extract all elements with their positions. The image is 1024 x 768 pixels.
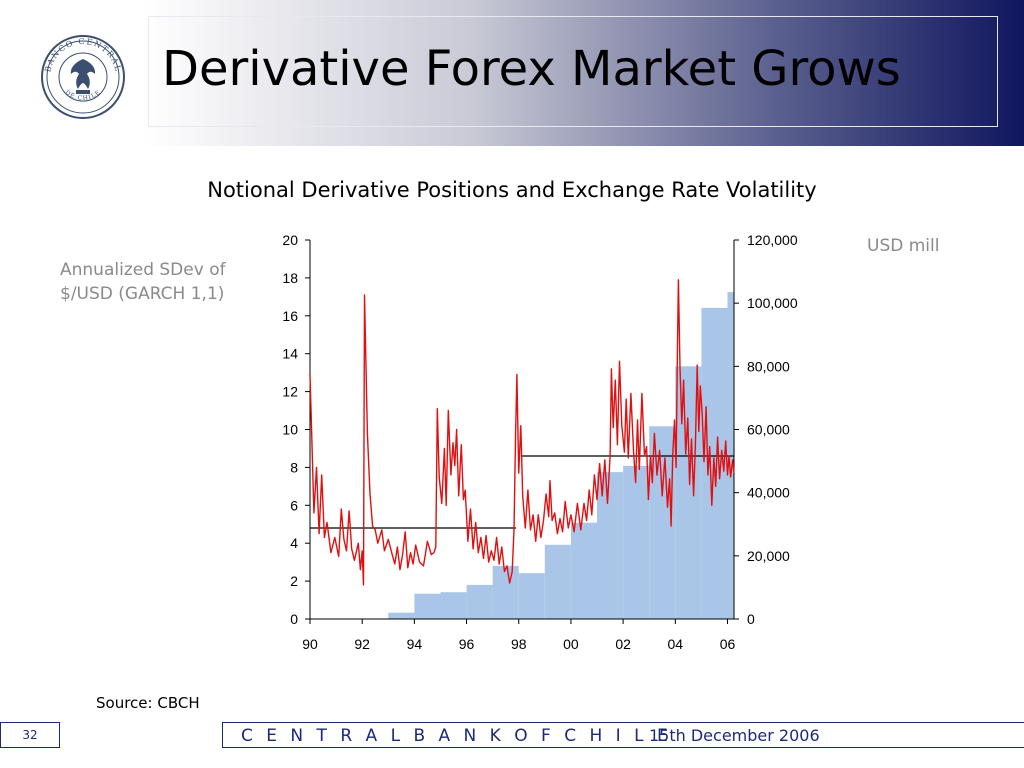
position-bar: [544, 544, 571, 619]
x-tick-label: 98: [511, 636, 527, 652]
chart-axes: 02468101214161820020,00040,00060,00080,0…: [282, 232, 797, 652]
source-note: Source: CBCH: [96, 694, 200, 712]
left-tick-label: 20: [282, 232, 298, 248]
right-tick-label: 40,000: [747, 485, 790, 501]
x-tick-label: 06: [720, 636, 736, 652]
footer-date: 15th December 2006: [649, 726, 820, 745]
position-bar: [414, 593, 441, 619]
position-bar: [597, 472, 624, 619]
right-tick-label: 20,000: [747, 548, 790, 564]
right-tick-label: 80,000: [747, 358, 790, 374]
right-axis-caption: USD mill: [867, 236, 940, 256]
position-bar: [623, 465, 650, 619]
right-tick-label: 60,000: [747, 422, 790, 438]
slide-title: Derivative Forex Market Grows: [162, 41, 901, 97]
left-tick-label: 0: [290, 611, 298, 627]
left-tick-label: 16: [282, 308, 298, 324]
x-tick-label: 00: [563, 636, 579, 652]
title-frame: [148, 16, 998, 127]
left-tick-label: 2: [290, 573, 298, 589]
dual-axis-chart: 02468101214161820020,00040,00060,00080,0…: [282, 232, 797, 652]
left-tick-label: 4: [290, 535, 298, 551]
position-bar: [518, 573, 545, 619]
position-bar: [570, 522, 597, 619]
left-tick-label: 8: [290, 459, 298, 475]
position-bar: [440, 592, 467, 619]
volatility-series: [309, 279, 735, 586]
position-bar: [466, 584, 493, 619]
position-bar: [675, 366, 702, 619]
right-tick-label: 100,000: [747, 295, 798, 311]
chart-title: Notional Derivative Positions and Exchan…: [207, 178, 817, 202]
left-tick-label: 12: [282, 384, 298, 400]
x-tick-label: 04: [668, 636, 684, 652]
right-tick-label: 0: [747, 611, 755, 627]
x-tick-label: 94: [407, 636, 423, 652]
x-tick-label: 02: [615, 636, 631, 652]
left-tick-label: 18: [282, 270, 298, 286]
x-tick-label: 90: [302, 636, 318, 652]
footer-bar: C E N T R A L B A N K O F C H I L E 15th…: [222, 722, 1024, 748]
volatility-line: [309, 279, 735, 586]
position-bar: [388, 612, 415, 619]
position-bar: [492, 565, 519, 619]
central-bank-seal-icon: BANCO CENTRAL DE CHILE: [41, 35, 125, 119]
footer-organization: C E N T R A L B A N K O F C H I L E: [241, 726, 672, 746]
left-tick-label: 10: [282, 422, 298, 438]
x-tick-label: 96: [459, 636, 475, 652]
left-axis-caption: Annualized SDev of $/USD (GARCH 1,1): [60, 260, 226, 304]
page-number: 32: [0, 722, 60, 748]
right-tick-label: 120,000: [747, 232, 798, 248]
x-tick-label: 92: [354, 636, 370, 652]
left-tick-label: 6: [290, 497, 298, 513]
title-banner: BANCO CENTRAL DE CHILE Derivative Forex …: [0, 0, 1024, 146]
left-tick-label: 14: [282, 346, 298, 362]
